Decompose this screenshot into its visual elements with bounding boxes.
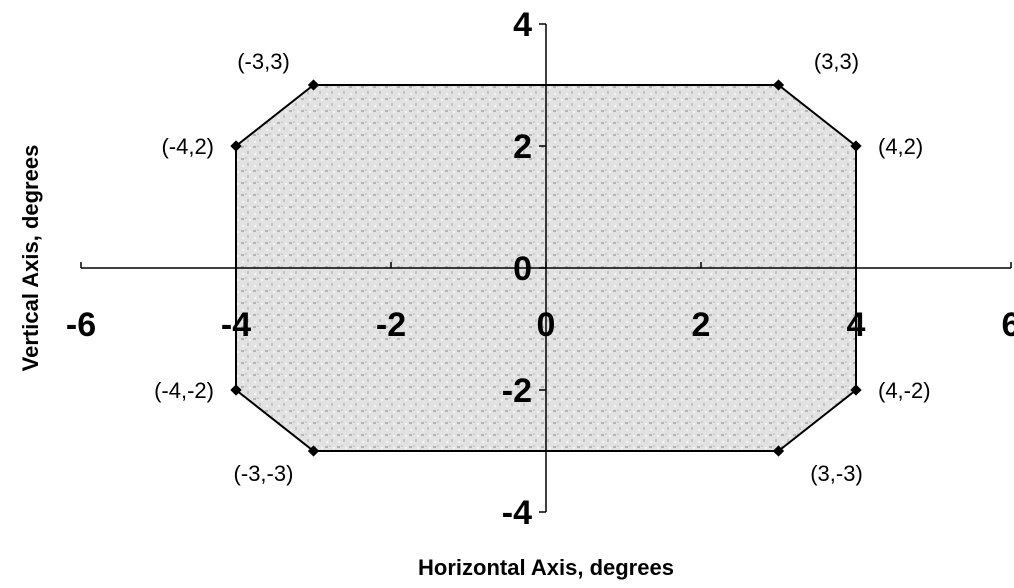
vertex-label: (-4,-2) [154, 378, 214, 403]
x-tick-label: -6 [66, 306, 96, 344]
x-tick-label: 0 [537, 306, 556, 344]
x-tick-label: 2 [692, 306, 711, 344]
y-axis-title: Vertical Axis, degrees [18, 145, 43, 372]
x-tick-label: -2 [376, 306, 406, 344]
y-tick-label: 0 [513, 250, 532, 288]
vertex-label: (4,-2) [878, 378, 931, 403]
x-tick-label: 6 [1002, 306, 1014, 344]
vertex-label: (-3,3) [237, 49, 290, 74]
y-tick-label: -4 [502, 494, 532, 532]
y-tick-label: 2 [513, 128, 532, 166]
vertex-label: (3,3) [814, 49, 859, 74]
vertex-point [230, 384, 242, 396]
vertex-point [230, 140, 242, 152]
vertex-point [850, 140, 862, 152]
vertex-label: (-4,2) [161, 134, 214, 159]
x-tick-label: -4 [221, 306, 251, 344]
x-tick-label: 4 [847, 306, 866, 344]
vertex-label: (3,-3) [810, 461, 863, 486]
y-tick-label: 4 [513, 6, 532, 44]
y-tick-label: -2 [502, 372, 532, 410]
vertex-point [850, 384, 862, 396]
vertex-label: (4,2) [878, 134, 923, 159]
vertex-point [307, 445, 320, 457]
x-axis-title: Horizontal Axis, degrees [418, 555, 674, 580]
vertex-point [772, 445, 785, 457]
vertex-label: (-3,-3) [234, 461, 294, 486]
